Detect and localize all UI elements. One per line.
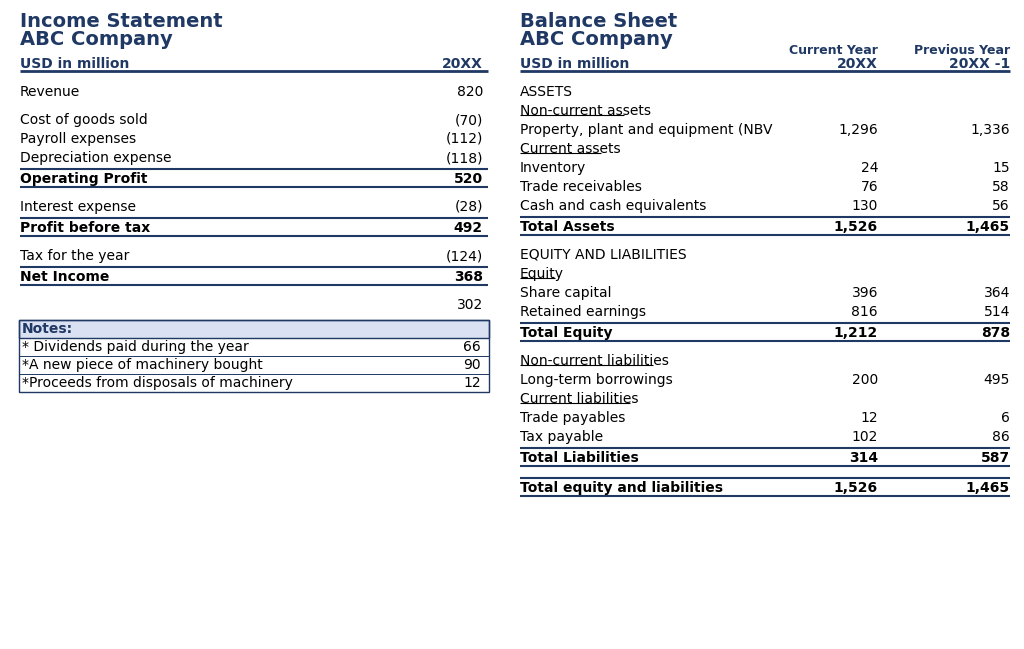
Text: 20XX: 20XX — [442, 57, 483, 71]
Text: * Dividends paid during the year: * Dividends paid during the year — [22, 340, 249, 354]
Text: 24: 24 — [860, 161, 878, 175]
Text: EQUITY AND LIABILITIES: EQUITY AND LIABILITIES — [520, 248, 687, 262]
Text: (124): (124) — [445, 249, 483, 263]
Text: 1,212: 1,212 — [834, 326, 878, 340]
Text: 1,526: 1,526 — [834, 220, 878, 234]
Text: 820: 820 — [457, 85, 483, 99]
Text: 12: 12 — [860, 411, 878, 425]
Text: 514: 514 — [984, 305, 1010, 319]
Text: Total Equity: Total Equity — [520, 326, 612, 340]
Text: Payroll expenses: Payroll expenses — [20, 132, 136, 146]
Text: USD in million: USD in million — [520, 57, 630, 71]
Text: Operating Profit: Operating Profit — [20, 172, 147, 186]
Text: Tax payable: Tax payable — [520, 430, 603, 444]
Text: Previous Year: Previous Year — [913, 44, 1010, 57]
Text: (28): (28) — [455, 200, 483, 214]
Text: 15: 15 — [992, 161, 1010, 175]
Text: 6: 6 — [1001, 411, 1010, 425]
Text: Trade receivables: Trade receivables — [520, 180, 642, 194]
Text: ABC Company: ABC Company — [520, 30, 673, 49]
Text: Total equity and liabilities: Total equity and liabilities — [520, 481, 723, 495]
Text: Non-current liabilities: Non-current liabilities — [520, 354, 669, 368]
Text: Total Assets: Total Assets — [520, 220, 614, 234]
Text: Property, plant and equipment (NBV: Property, plant and equipment (NBV — [520, 123, 772, 137]
Text: 1,465: 1,465 — [966, 220, 1010, 234]
Text: Current assets: Current assets — [520, 142, 621, 156]
Text: 86: 86 — [992, 430, 1010, 444]
Text: Non-current assets: Non-current assets — [520, 104, 651, 118]
Text: 200: 200 — [852, 373, 878, 387]
Text: Cost of goods sold: Cost of goods sold — [20, 113, 147, 127]
Text: 102: 102 — [852, 430, 878, 444]
Text: ABC Company: ABC Company — [20, 30, 173, 49]
Text: Revenue: Revenue — [20, 85, 80, 99]
Text: Inventory: Inventory — [520, 161, 587, 175]
Text: 130: 130 — [852, 199, 878, 213]
Text: 20XX -1: 20XX -1 — [949, 57, 1010, 71]
Text: *Proceeds from disposals of machinery: *Proceeds from disposals of machinery — [22, 376, 293, 390]
Text: Trade payables: Trade payables — [520, 411, 626, 425]
Text: 56: 56 — [992, 199, 1010, 213]
Text: 495: 495 — [984, 373, 1010, 387]
Text: 492: 492 — [454, 221, 483, 235]
Text: 1,296: 1,296 — [839, 123, 878, 137]
Text: 364: 364 — [984, 286, 1010, 300]
Text: 20XX: 20XX — [838, 57, 878, 71]
Bar — [19, 320, 489, 338]
Bar — [19, 320, 489, 392]
Text: Cash and cash equivalents: Cash and cash equivalents — [520, 199, 707, 213]
Text: Current Year: Current Year — [790, 44, 878, 57]
Text: 66: 66 — [463, 340, 481, 354]
Text: 1,465: 1,465 — [966, 481, 1010, 495]
Text: USD in million: USD in million — [20, 57, 129, 71]
Text: Retained earnings: Retained earnings — [520, 305, 646, 319]
Text: (112): (112) — [445, 132, 483, 146]
Text: 368: 368 — [454, 270, 483, 284]
Text: 302: 302 — [457, 298, 483, 312]
Text: *A new piece of machinery bought: *A new piece of machinery bought — [22, 358, 263, 372]
Text: Balance Sheet: Balance Sheet — [520, 12, 677, 31]
Text: (70): (70) — [455, 113, 483, 127]
Text: Tax for the year: Tax for the year — [20, 249, 129, 263]
Text: Depreciation expense: Depreciation expense — [20, 151, 171, 165]
Text: Equity: Equity — [520, 267, 564, 281]
Text: 1,526: 1,526 — [834, 481, 878, 495]
Text: 58: 58 — [992, 180, 1010, 194]
Text: 396: 396 — [852, 286, 878, 300]
Text: 1,336: 1,336 — [971, 123, 1010, 137]
Text: 520: 520 — [454, 172, 483, 186]
Text: ASSETS: ASSETS — [520, 85, 573, 99]
Text: Income Statement: Income Statement — [20, 12, 222, 31]
Text: 76: 76 — [860, 180, 878, 194]
Text: Profit before tax: Profit before tax — [20, 221, 151, 235]
Text: Net Income: Net Income — [20, 270, 110, 284]
Text: (118): (118) — [445, 151, 483, 165]
Text: Interest expense: Interest expense — [20, 200, 136, 214]
Text: Share capital: Share capital — [520, 286, 611, 300]
Text: Total Liabilities: Total Liabilities — [520, 451, 639, 465]
Text: 878: 878 — [981, 326, 1010, 340]
Text: 314: 314 — [849, 451, 878, 465]
Text: Notes:: Notes: — [22, 322, 73, 336]
Text: 90: 90 — [464, 358, 481, 372]
Text: 12: 12 — [464, 376, 481, 390]
Text: Long-term borrowings: Long-term borrowings — [520, 373, 673, 387]
Text: 816: 816 — [851, 305, 878, 319]
Text: 587: 587 — [981, 451, 1010, 465]
Text: Current liabilities: Current liabilities — [520, 392, 639, 406]
